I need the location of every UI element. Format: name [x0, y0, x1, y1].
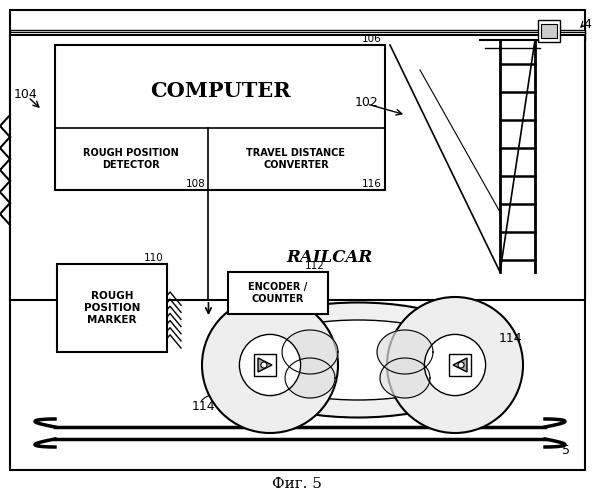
- Polygon shape: [380, 358, 430, 398]
- Text: ENCODER /
COUNTER: ENCODER / COUNTER: [248, 282, 307, 304]
- Text: 114: 114: [499, 332, 522, 344]
- Bar: [538, 20, 560, 42]
- Bar: [10, 35, 585, 300]
- Text: Фиг. 5: Фиг. 5: [272, 477, 322, 491]
- Text: 114: 114: [192, 400, 216, 413]
- Ellipse shape: [218, 302, 498, 418]
- Circle shape: [458, 362, 464, 368]
- Circle shape: [261, 362, 267, 368]
- Bar: [449, 354, 471, 376]
- Circle shape: [387, 297, 523, 433]
- Bar: [254, 354, 276, 376]
- Bar: [228, 272, 328, 314]
- Ellipse shape: [243, 320, 473, 400]
- Polygon shape: [258, 358, 272, 372]
- Text: ROUGH
POSITION
MARKER: ROUGH POSITION MARKER: [84, 292, 140, 324]
- Text: RAILCAR: RAILCAR: [287, 250, 373, 266]
- Text: 112: 112: [305, 261, 325, 271]
- Text: 106: 106: [362, 34, 382, 44]
- Text: 116: 116: [362, 179, 382, 189]
- Bar: [55, 45, 385, 190]
- Text: 4: 4: [583, 18, 591, 30]
- Text: 5: 5: [562, 444, 570, 456]
- Bar: [10, 30, 585, 40]
- Bar: [57, 264, 167, 352]
- Polygon shape: [285, 358, 335, 398]
- Polygon shape: [377, 330, 433, 374]
- Circle shape: [202, 297, 338, 433]
- Polygon shape: [453, 358, 467, 372]
- Text: 104: 104: [14, 88, 38, 101]
- Text: COMPUTER: COMPUTER: [150, 82, 290, 102]
- Text: 102: 102: [355, 96, 378, 108]
- Polygon shape: [282, 330, 338, 374]
- Text: ROUGH POSITION
DETECTOR: ROUGH POSITION DETECTOR: [83, 148, 179, 170]
- Bar: [541, 24, 557, 38]
- Circle shape: [239, 334, 301, 396]
- Text: TRAVEL DISTANCE
CONVERTER: TRAVEL DISTANCE CONVERTER: [247, 148, 346, 170]
- Text: 108: 108: [186, 179, 205, 189]
- Text: 110: 110: [144, 253, 164, 263]
- Circle shape: [424, 334, 485, 396]
